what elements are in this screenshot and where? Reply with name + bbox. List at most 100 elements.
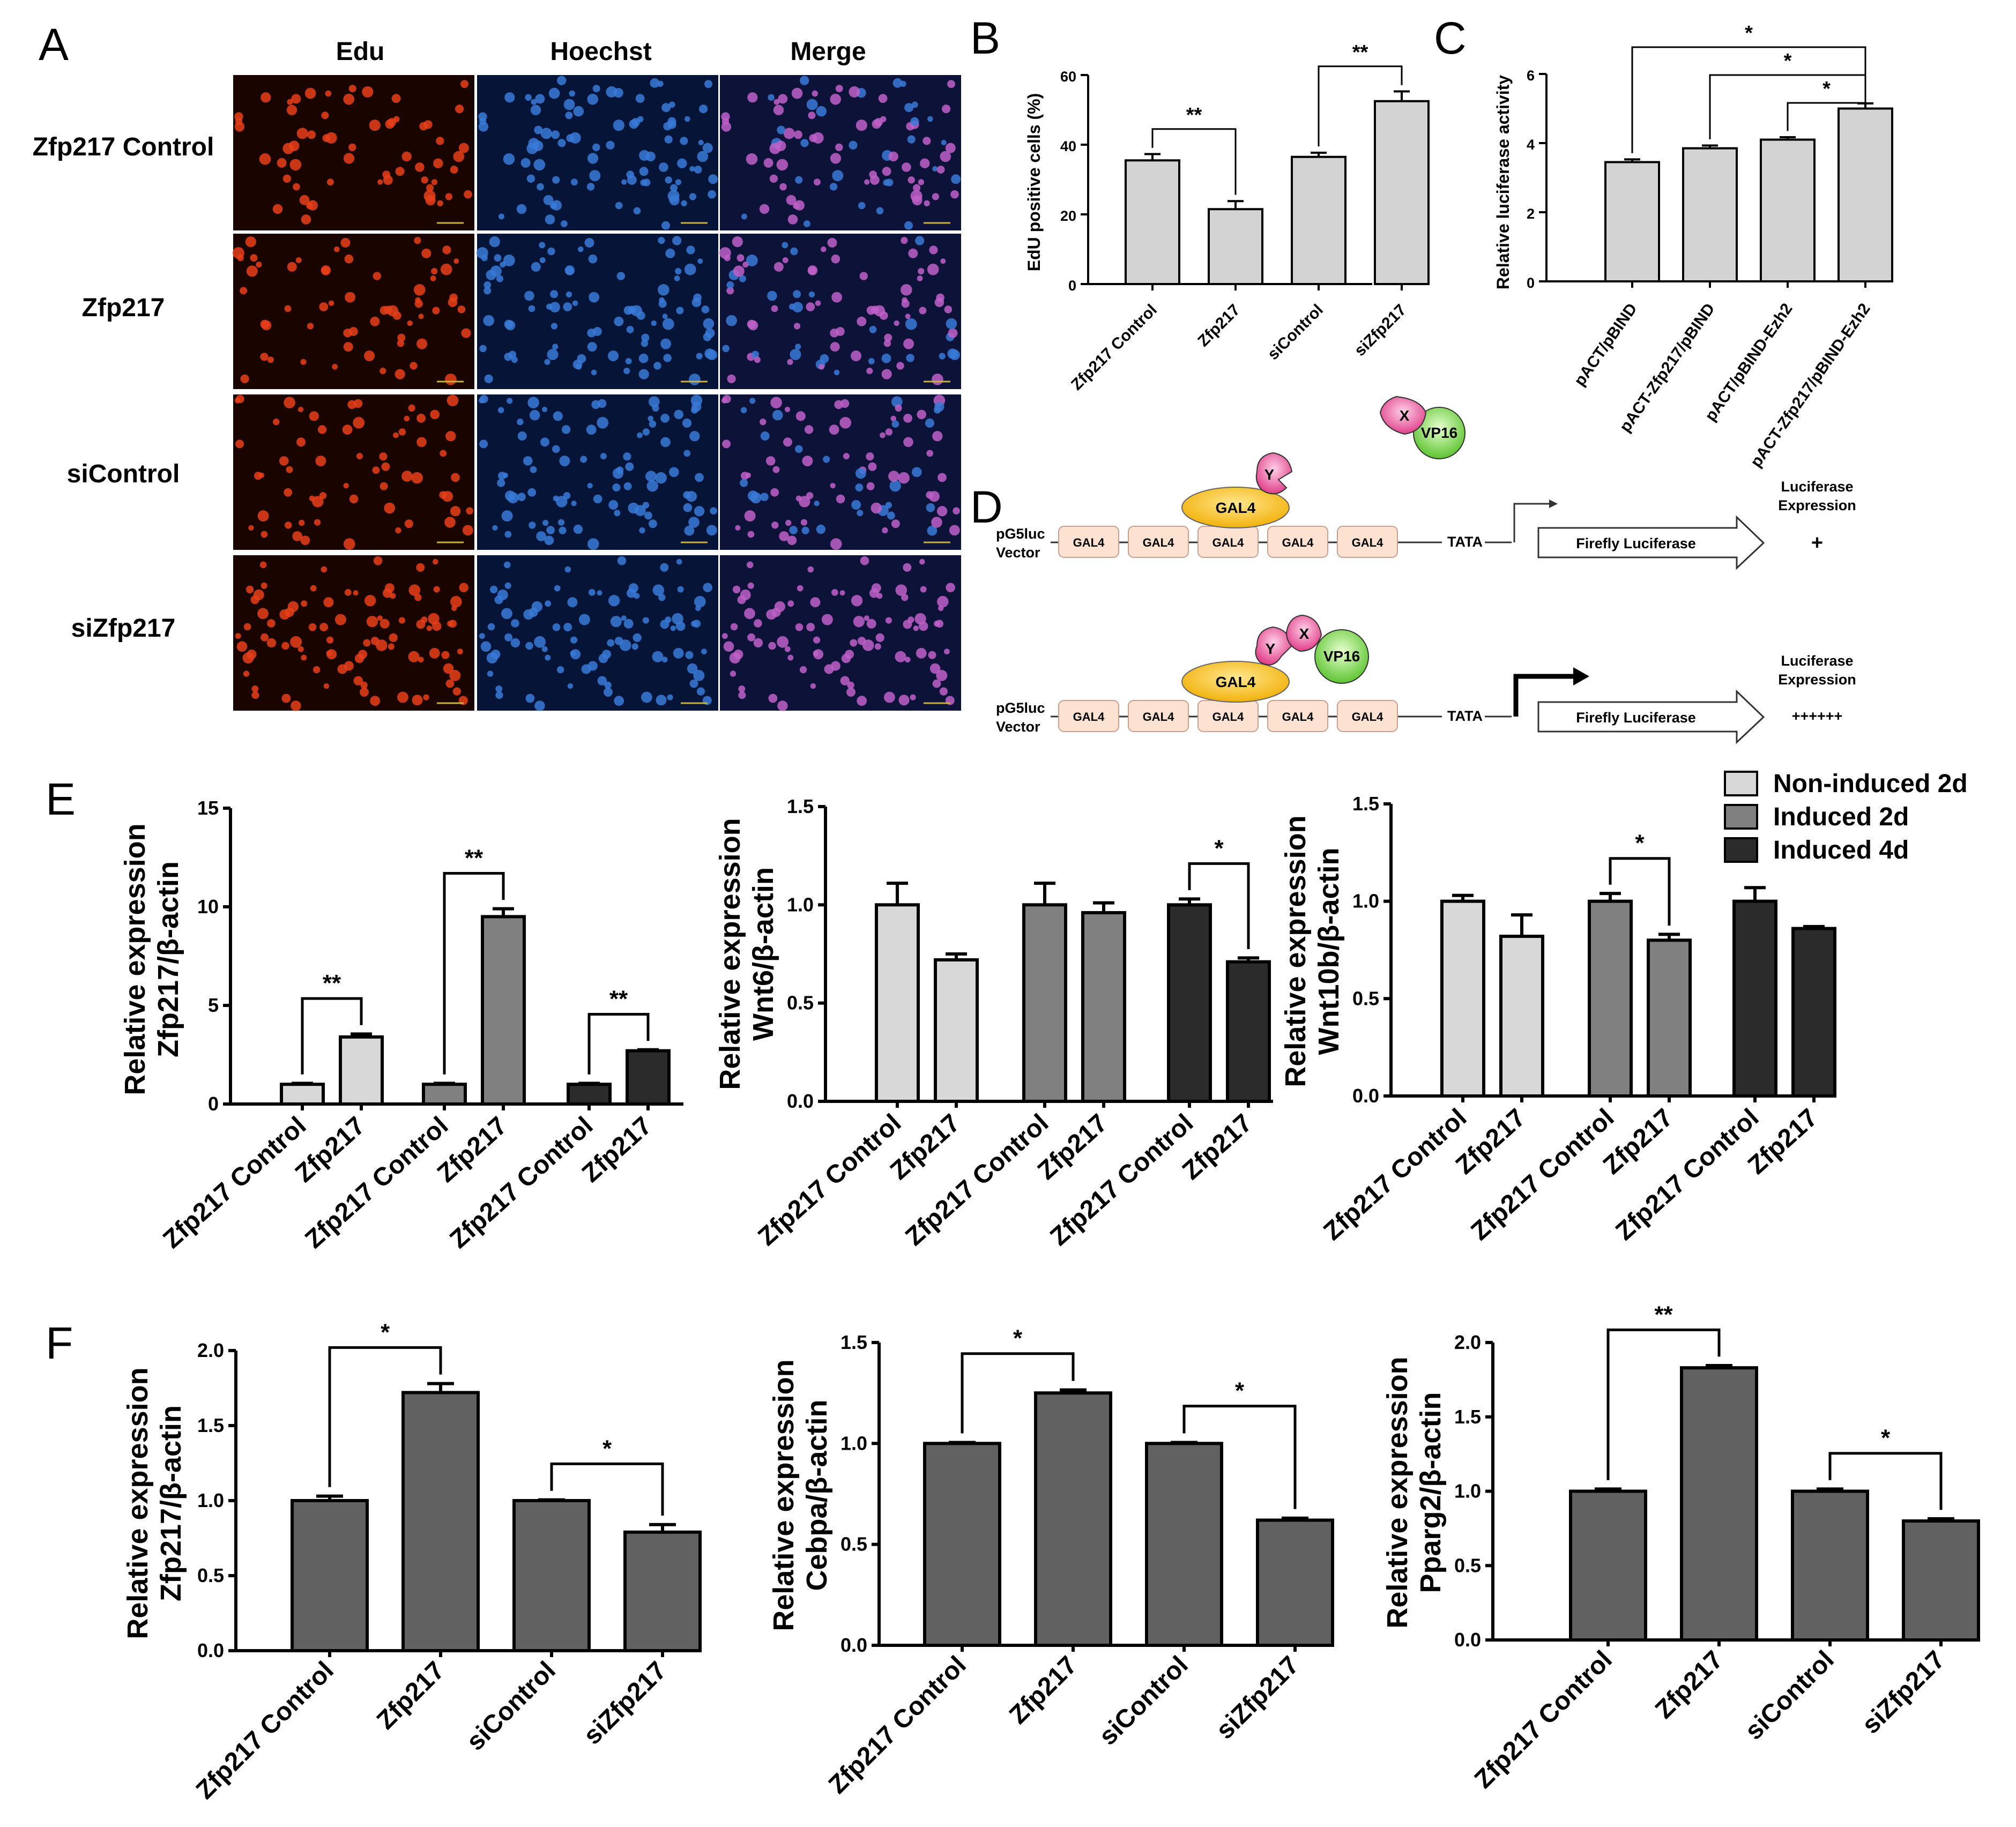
cell-nucleus	[623, 452, 631, 461]
cell-nucleus	[497, 479, 505, 487]
cell-nucleus	[487, 670, 494, 677]
cell-nucleus	[772, 466, 780, 473]
cell-nucleus	[408, 404, 415, 412]
cell-nucleus	[416, 437, 427, 448]
cell-nucleus	[552, 344, 559, 350]
cell-nucleus	[808, 111, 816, 120]
y-tick-label: 2.0	[1454, 1331, 1481, 1353]
cell-nucleus	[393, 116, 400, 123]
significance-bracket	[1709, 74, 1866, 139]
cell-nucleus	[498, 213, 504, 220]
cell-nucleus	[847, 681, 854, 689]
cell-nucleus	[925, 418, 935, 428]
cell-nucleus	[452, 687, 462, 696]
cell-nucleus	[483, 287, 492, 295]
cell-nucleus	[927, 525, 938, 536]
y-tick-label: 0	[208, 1093, 219, 1115]
cell-nucleus	[547, 348, 559, 360]
cell-nucleus	[261, 92, 271, 103]
cell-nucleus	[849, 140, 858, 150]
cell-nucleus	[598, 653, 608, 663]
cell-nucleus	[866, 452, 874, 461]
cell-nucleus	[830, 153, 842, 164]
cell-nucleus	[511, 619, 519, 628]
cell-nucleus	[885, 428, 893, 436]
gal4-site-label: GAL4	[1212, 710, 1244, 724]
cell-nucleus	[702, 143, 713, 153]
cell-nucleus	[681, 200, 687, 206]
cell-nucleus	[895, 584, 907, 596]
vector-label-2b: Vector	[996, 719, 1040, 735]
cell-nucleus	[366, 616, 378, 628]
cell-nucleus	[377, 615, 383, 621]
x-tick-label: Zfp217	[1194, 301, 1244, 351]
significance-bracket	[443, 871, 505, 1075]
cell-nucleus	[740, 589, 751, 600]
cell-nucleus	[627, 175, 637, 185]
cell-nucleus	[691, 297, 702, 307]
cell-nucleus	[455, 105, 464, 114]
cell-nucleus	[383, 175, 393, 185]
cell-nucleus	[433, 558, 438, 565]
cell-nucleus	[401, 471, 413, 482]
cell-nucleus	[801, 526, 809, 534]
cell-nucleus	[770, 397, 782, 408]
cell-nucleus	[608, 351, 619, 361]
cell-nucleus	[287, 262, 297, 272]
cell-nucleus	[674, 409, 683, 420]
cell-nucleus	[876, 207, 884, 215]
cell-nucleus	[353, 399, 363, 408]
cell-nucleus	[638, 369, 649, 379]
cell-nucleus	[388, 643, 395, 650]
cell-nucleus	[840, 676, 850, 685]
cell-nucleus	[261, 633, 269, 642]
cell-nucleus	[549, 302, 560, 312]
cell-nucleus	[685, 116, 690, 122]
cell-nucleus	[604, 688, 613, 697]
cell-nucleus	[563, 492, 571, 499]
cell-nucleus	[866, 482, 875, 490]
cell-nucleus	[913, 625, 919, 631]
cell-nucleus	[884, 691, 895, 703]
cell-nucleus	[370, 696, 381, 706]
cell-nucleus	[856, 120, 867, 131]
cell-nucleus	[245, 236, 256, 248]
cell-nucleus	[421, 176, 428, 184]
cell-nucleus	[696, 353, 703, 360]
cell-nucleus	[234, 397, 241, 404]
cell-nucleus	[669, 195, 680, 206]
bar	[1791, 927, 1836, 1098]
significance-bracket	[1318, 65, 1403, 147]
gal4-binding-site	[1128, 700, 1189, 732]
cell-nucleus	[429, 647, 440, 659]
cell-nucleus	[673, 647, 684, 659]
cell-nucleus	[437, 200, 443, 206]
y-shape-2	[1255, 626, 1293, 666]
cell-nucleus	[281, 642, 289, 650]
significance-label: *	[1235, 1378, 1245, 1404]
promoter-arrowhead-thin	[1549, 499, 1558, 508]
cell-nucleus	[869, 326, 877, 333]
cell-nucleus	[608, 500, 619, 510]
cell-nucleus	[829, 424, 839, 435]
cell-nucleus	[901, 300, 910, 308]
cell-nucleus	[910, 694, 916, 700]
cell-nucleus	[929, 245, 938, 255]
bar	[1791, 1489, 1869, 1642]
x-tick-label: Zfp217 Control	[158, 1112, 311, 1254]
bar	[923, 1442, 1001, 1647]
cell-nucleus	[536, 531, 546, 541]
cell-nucleus	[653, 362, 661, 370]
cell-nucleus	[295, 257, 302, 263]
cell-nucleus	[901, 594, 909, 601]
cell-nucleus	[313, 666, 321, 674]
gal4-protein-label-1: GAL4	[1216, 499, 1256, 516]
firefly-label-2: Firefly Luciferase	[1576, 710, 1696, 726]
bar	[512, 1499, 591, 1652]
cell-nucleus	[810, 683, 816, 689]
cell-nucleus	[642, 428, 650, 436]
cell-nucleus	[920, 158, 930, 168]
cell-nucleus	[939, 353, 946, 360]
cell-nucleus	[890, 415, 896, 422]
cell-nucleus	[542, 519, 549, 526]
